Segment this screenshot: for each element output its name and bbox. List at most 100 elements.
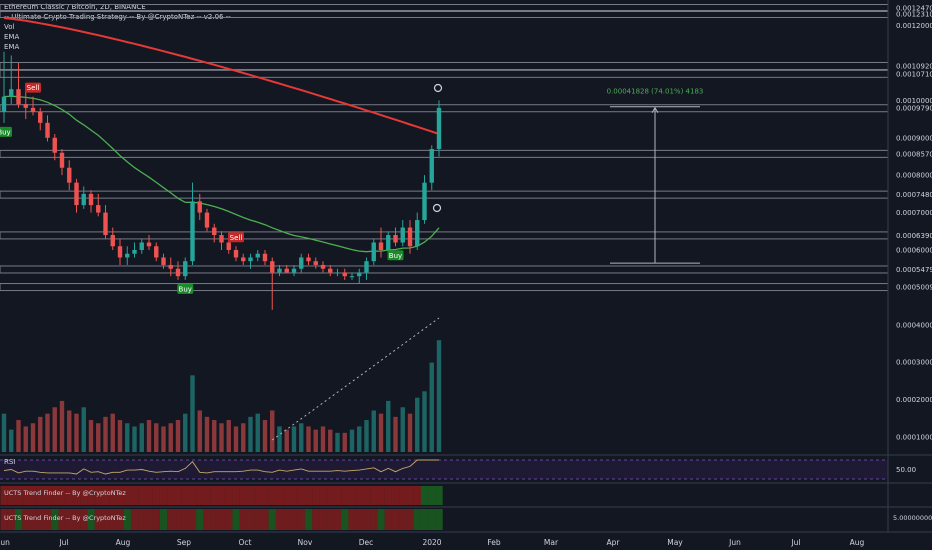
buy-signal-text: Buy [179,285,192,293]
trend-finder-cell [196,509,204,530]
candle-body [436,107,442,150]
trend-finder-cell [384,509,392,530]
buy-signal-box [0,126,12,137]
volume-bar [407,413,413,452]
candle-body [16,89,21,105]
trend-finder-cell [0,509,8,530]
volume-bar [190,375,195,452]
trend-finder-cell [145,509,153,530]
time-tick-label: Dec [359,538,374,547]
volume-bar [168,423,173,452]
horizontal-level [0,61,889,70]
volume-bar [313,429,318,452]
candle-body [299,257,304,269]
trend-finder-cell [268,486,276,505]
rsi-label: RSI [4,458,15,466]
trend-finder-cell [116,486,124,505]
candle-body [52,137,57,153]
trend-finder-cell [391,509,400,530]
sell-signal-tag: Sell [228,232,244,243]
trend-finder-cell [167,509,175,530]
time-tick-label: May [667,538,683,547]
time-tick-label: Nov [298,538,313,547]
trend-finder-cell [123,486,131,505]
volume-bar [226,420,231,452]
volume-bar [415,397,420,452]
time-tick-label: Apr [607,538,621,547]
trend-finder-cell [326,486,334,505]
candle-body [248,257,253,262]
volume-bar [175,420,181,452]
horizontal-level [0,69,889,78]
trend-finder-cell [7,486,15,505]
volume-bar [248,416,253,452]
buy-signal-box [177,283,194,294]
volume-bar [241,423,246,452]
candle-body [349,276,355,278]
volume-bar [422,391,427,452]
candle-body [59,152,65,168]
volume-bar [88,420,94,452]
trend-finder-cell [319,509,327,530]
buy-signal-tag: Buy [177,283,194,294]
volume-bar [400,407,405,452]
volume-bar [81,407,86,452]
trend-finder-cell [203,486,211,505]
time-tick-label: 2020 [422,538,441,547]
trend-finder-cell [341,486,349,505]
buy-signal-box [387,250,404,261]
horizontal-level [0,149,889,158]
trend-finder-cell [297,486,305,505]
trend-finder-cell [290,486,298,505]
time-tick-label: Feb [487,538,501,547]
trend-finder-cell [29,486,37,505]
trend-finder-cell [130,509,139,530]
volume-bar [255,413,260,452]
candle-body [197,201,202,213]
candle-body [30,107,36,112]
measure-arrow-icon [651,106,659,113]
trend-finder-cell [159,509,168,530]
time-tick-label: Sep [177,538,191,547]
candle-body [335,272,340,274]
volume-bar [125,423,130,452]
candle-body [386,235,391,250]
candle-body [175,268,181,277]
volume-bar [393,416,398,452]
trend-finder-cell [174,509,182,530]
time-tick-label: Aug [116,538,131,547]
trend-finder-cell [58,486,66,505]
volume-bar [335,432,340,452]
horizontal-level [0,190,889,199]
volume-bar [146,420,152,452]
candle-body [45,122,50,138]
trend-finder-cell [377,486,385,505]
trend-finder-cell [29,509,37,530]
volume-bar [328,429,333,452]
trend-finder-cell [72,509,81,530]
candle-body [219,235,224,243]
trend-finder-cell [87,486,95,505]
candle-body [357,272,362,277]
volume-bar [291,426,297,452]
trend-finder-cell [254,509,262,530]
candle-body [277,268,282,273]
trend-finder-cell [326,509,334,530]
trend-finder-cell [22,486,30,505]
trend-finder-cell [94,486,102,505]
trend-finder-cell [406,509,414,530]
trend-finder-cell [348,486,356,505]
volume-bar [212,420,217,452]
volume-bar [204,416,210,452]
trend-finder-cell [232,509,240,530]
candle-body [96,205,101,213]
trend-finder-cell [420,509,429,530]
trend-finder-cell [217,509,226,530]
